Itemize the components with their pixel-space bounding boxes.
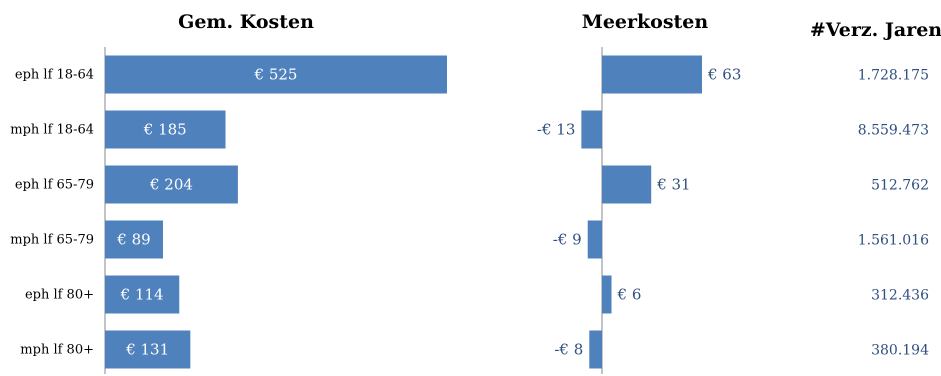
category-label: eph lf 65-79 xyxy=(15,178,94,193)
meerkosten-bar xyxy=(602,55,702,94)
gem-kosten-bar xyxy=(105,110,226,149)
verz-jaren-value: 1.561.016 xyxy=(858,233,929,249)
meerkosten-bar xyxy=(587,220,602,259)
verz-jaren-value: 312.436 xyxy=(871,288,929,304)
meerkosten-data-label: € 63 xyxy=(707,66,741,84)
meerkosten-data-label: -€ 13 xyxy=(537,121,575,139)
gem-kosten-data-label: € 89 xyxy=(116,231,150,249)
meerkosten-bar xyxy=(581,110,602,149)
meerkosten-bars: € 63 -€ 13 € 31 -€ 9 € 6 -€ 8 xyxy=(537,55,741,369)
meerkosten-data-label: € 31 xyxy=(656,176,690,194)
verz-jaren-value: 1.728.175 xyxy=(858,68,929,84)
category-label: eph lf 80+ xyxy=(25,288,94,303)
gem-kosten-bar xyxy=(105,275,180,314)
category-label: mph lf 65-79 xyxy=(10,233,94,248)
meerkosten-data-label: -€ 8 xyxy=(554,341,583,359)
gem-kosten-bars: € 525 € 185 € 204 € 89 € 114 € 131 xyxy=(105,55,447,369)
verz-jaren-value: 512.762 xyxy=(871,178,929,194)
verz-jaren-values: 1.728.175 8.559.473 512.762 1.561.016 312.43… xyxy=(858,68,929,359)
verz-jaren-value: 8.559.473 xyxy=(858,123,929,139)
gem-kosten-data-label: € 525 xyxy=(254,66,298,84)
meerkosten-data-label: -€ 9 xyxy=(553,231,582,249)
verz-jaren-title: #Verz. Jaren xyxy=(810,19,941,41)
category-label: mph lf 80+ xyxy=(20,343,94,358)
gem-kosten-bar xyxy=(105,220,163,259)
meerkosten-data-label: € 6 xyxy=(617,286,642,304)
gem-kosten-data-label: € 131 xyxy=(125,341,169,359)
gem-kosten-bar xyxy=(105,55,447,94)
gem-kosten-data-label: € 185 xyxy=(143,121,187,139)
meerkosten-bar xyxy=(602,275,612,314)
gem-kosten-data-label: € 204 xyxy=(149,176,193,194)
meerkosten-bar xyxy=(589,330,602,369)
category-labels: eph lf 18-64 mph lf 18-64 eph lf 65-79 mph … xyxy=(10,68,94,358)
meerkosten-bar xyxy=(602,165,652,204)
category-label: mph lf 18-64 xyxy=(10,123,94,138)
gem-kosten-data-label: € 114 xyxy=(120,286,164,304)
gem-kosten-bar xyxy=(105,330,191,369)
gem-kosten-bar xyxy=(105,165,238,204)
meerkosten-title: Meerkosten xyxy=(582,11,709,33)
category-label: eph lf 18-64 xyxy=(15,68,94,83)
gem-kosten-title: Gem. Kosten xyxy=(178,11,314,33)
verz-jaren-value: 380.194 xyxy=(871,343,929,359)
